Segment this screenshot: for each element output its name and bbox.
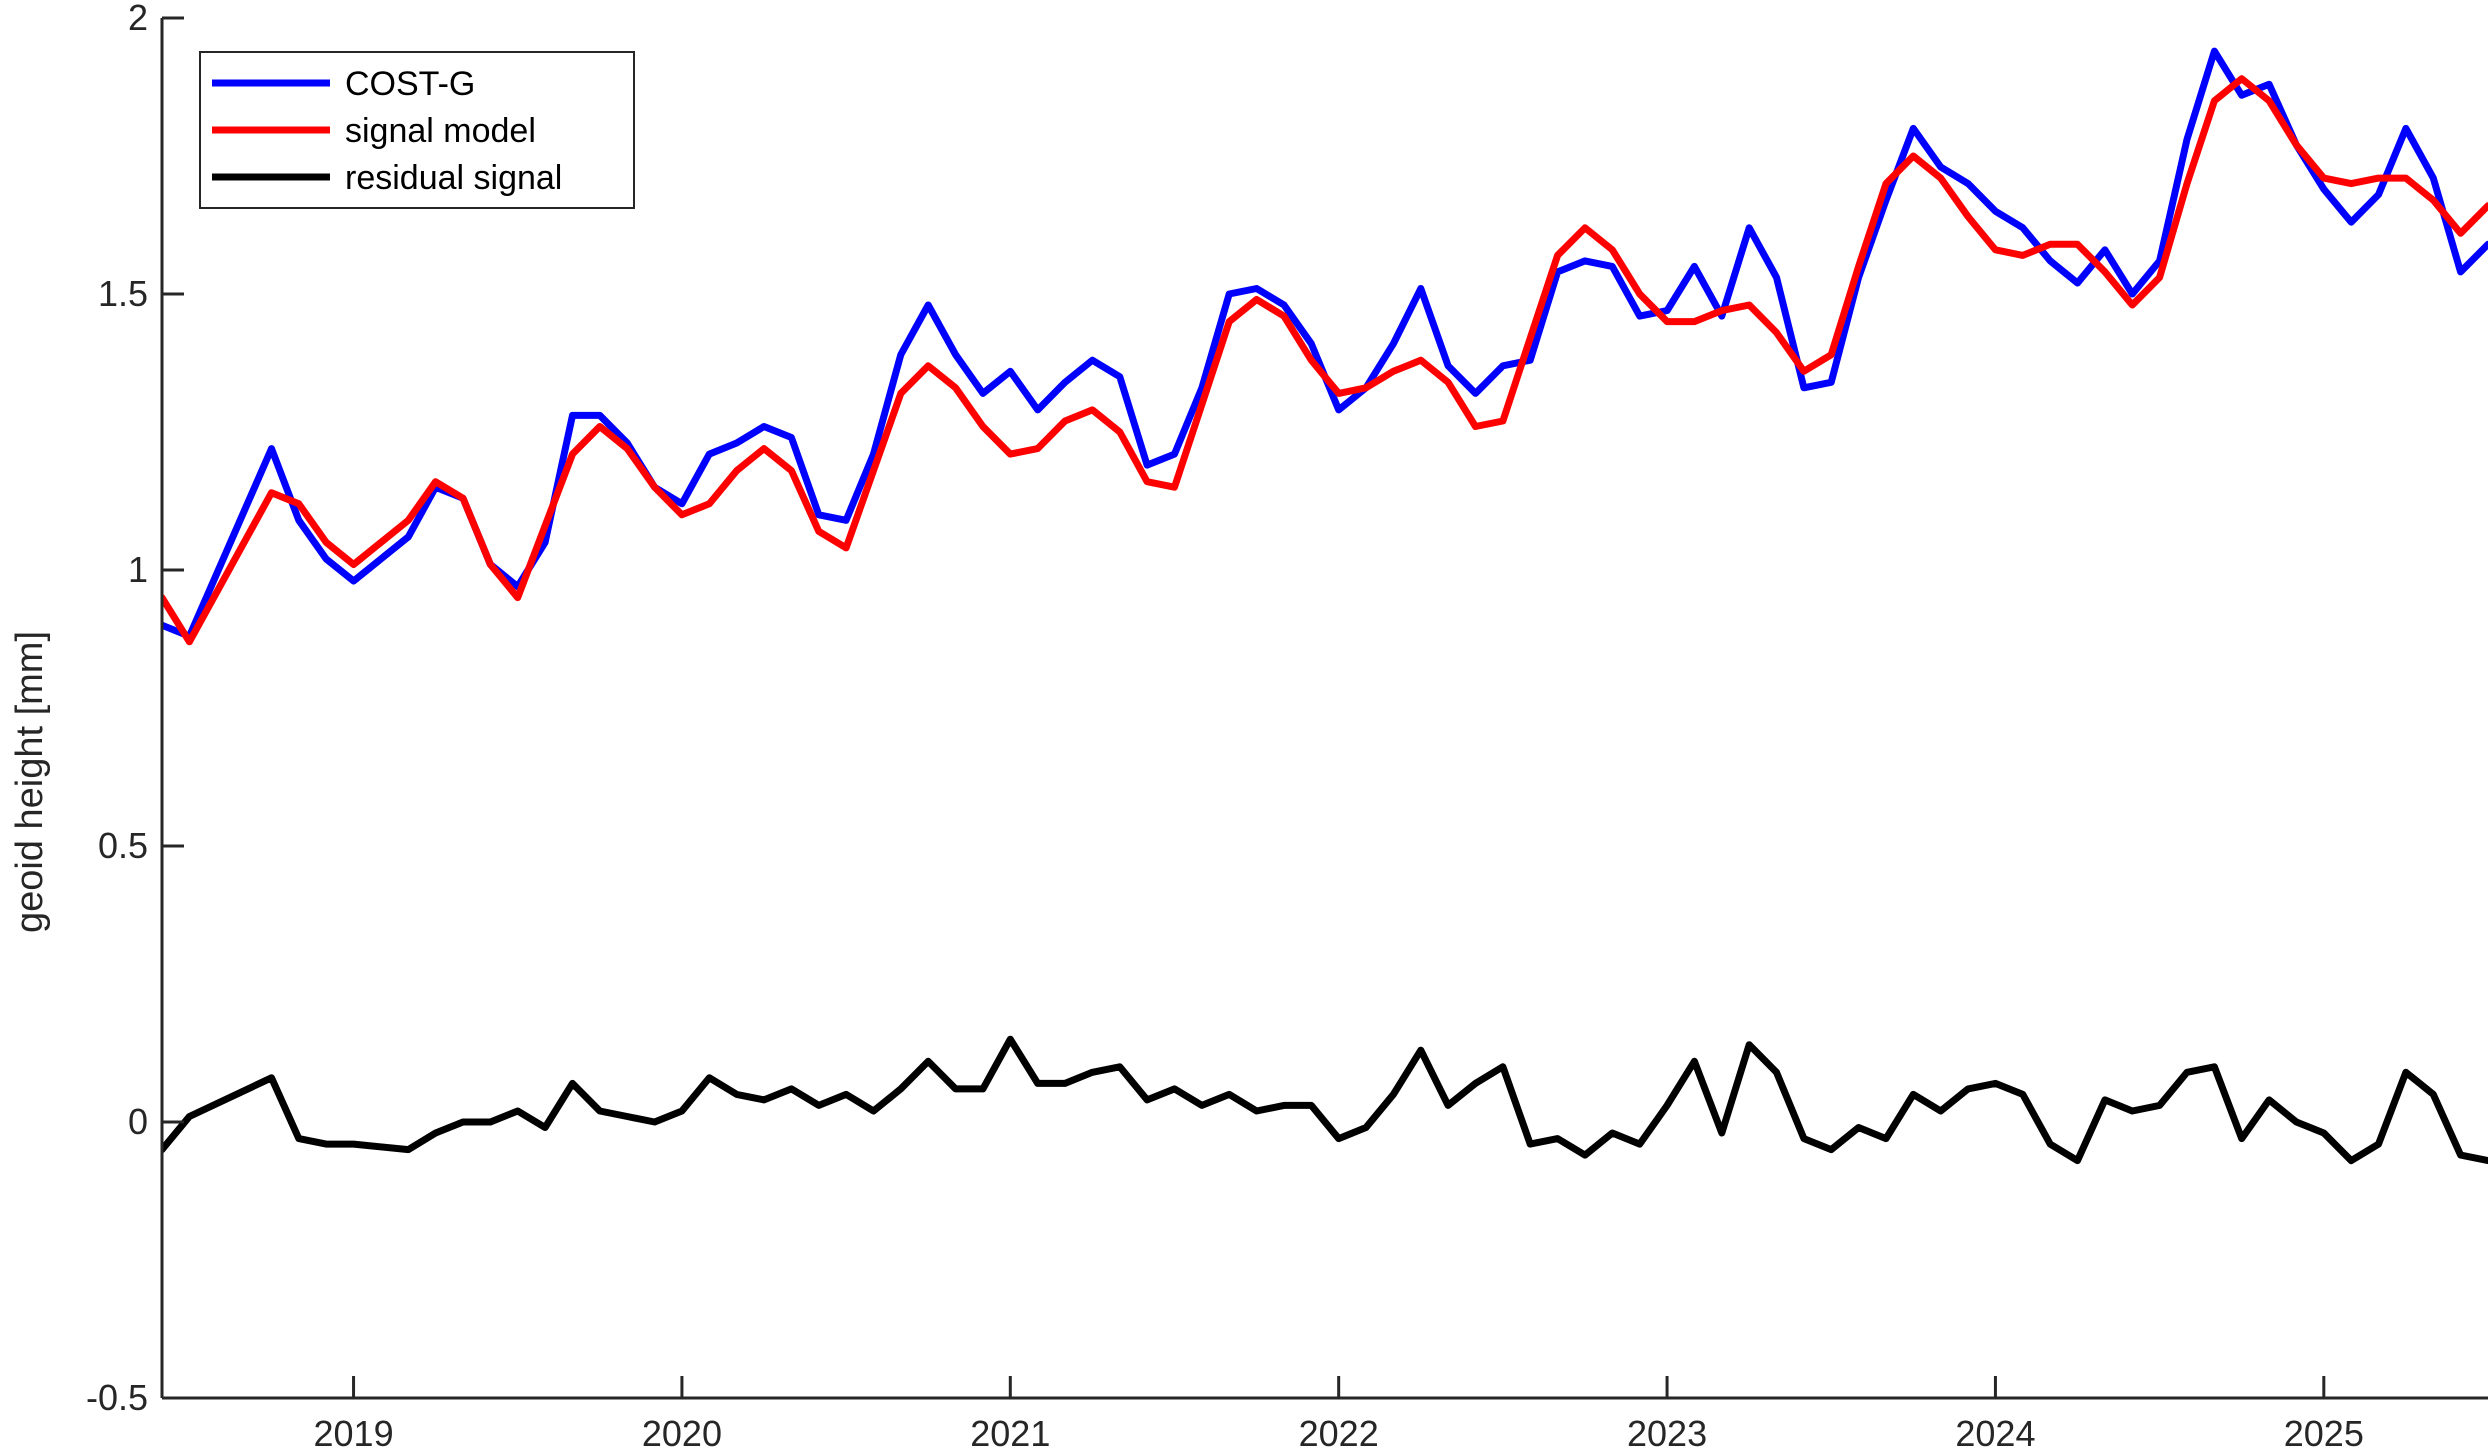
- legend-label: signal model: [345, 112, 536, 150]
- y-tick-label: 2: [128, 0, 148, 38]
- x-tick-label: 2025: [2284, 1413, 2364, 1454]
- x-tick-label: 2020: [642, 1413, 722, 1454]
- series-line-signal-model: [162, 75, 2488, 646]
- series-layer: [162, 47, 2488, 1165]
- y-axis-label: geoid height [mm]: [9, 631, 51, 933]
- y-tick-label: 1.5: [98, 273, 148, 314]
- legend-label: COST-G: [345, 65, 475, 103]
- x-tick-label: 2019: [314, 1413, 394, 1454]
- series-line-residual-signal: [162, 1035, 2488, 1165]
- legend: COST-G signal model residual signal: [199, 51, 635, 209]
- axes: -0.5 0 0.5 1 1.5 2 2019 2020 2021 2022 2023 2024 202…: [86, 0, 2488, 1454]
- x-tick-label: 2021: [970, 1413, 1050, 1454]
- x-tick-label: 2024: [1955, 1413, 2035, 1454]
- y-tick-label: 0.5: [98, 825, 148, 866]
- y-tick-label: 1: [128, 549, 148, 590]
- legend-label: residual signal: [345, 159, 562, 197]
- y-tick-label: 0: [128, 1101, 148, 1142]
- x-tick-label: 2023: [1627, 1413, 1707, 1454]
- x-tick-label: 2022: [1299, 1413, 1379, 1454]
- y-tick-label: -0.5: [86, 1377, 148, 1418]
